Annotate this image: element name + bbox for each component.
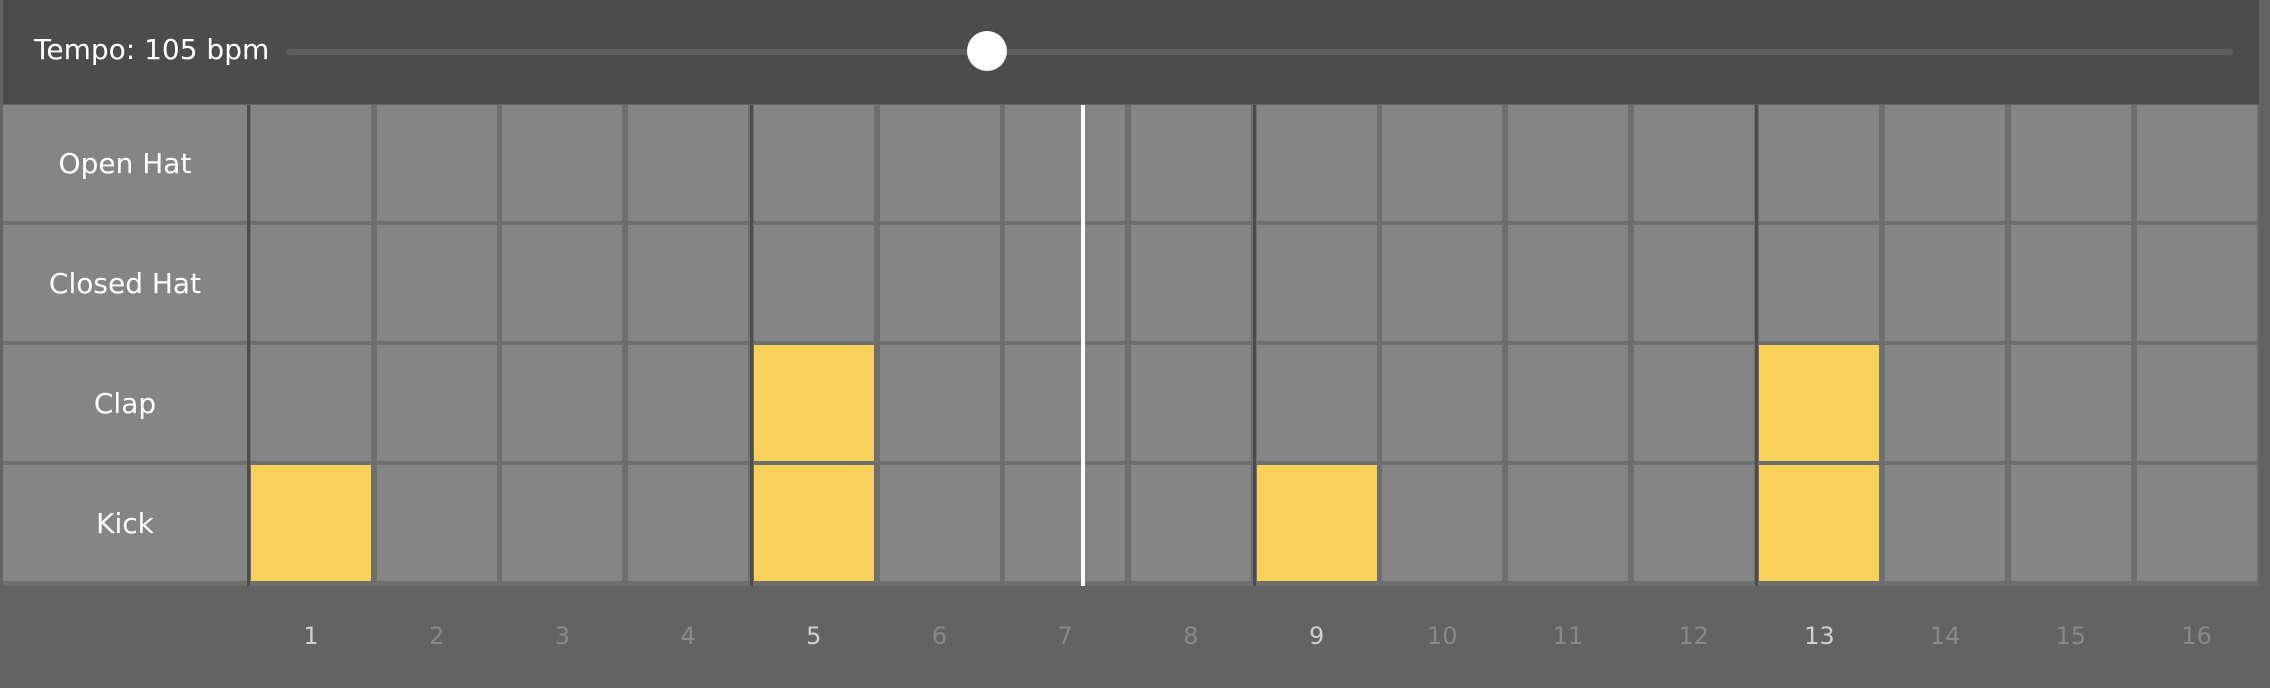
step-cell[interactable]: [1759, 345, 1880, 461]
step-cell[interactable]: [1256, 465, 1377, 581]
step-cell[interactable]: [753, 225, 874, 341]
step-cell[interactable]: [376, 105, 497, 221]
tempo-label: Tempo: 105 bpm: [34, 33, 270, 66]
step-cell[interactable]: [879, 345, 1000, 461]
step-cell[interactable]: [1508, 105, 1628, 221]
step-cell[interactable]: [376, 345, 497, 461]
step-cell[interactable]: [1382, 465, 1503, 581]
step-cell[interactable]: [502, 225, 623, 341]
step-cell[interactable]: [879, 225, 1000, 341]
track-label-kick: Kick: [3, 465, 247, 581]
step-cell[interactable]: [251, 105, 371, 221]
step-cell[interactable]: [1005, 345, 1126, 461]
step-number: 5: [806, 622, 822, 650]
step-cell[interactable]: [2010, 465, 2131, 581]
step-cell[interactable]: [628, 105, 749, 221]
step-cell[interactable]: [1130, 465, 1251, 581]
step-cell[interactable]: [1256, 105, 1377, 221]
step-cell[interactable]: [2136, 465, 2257, 581]
step-cell[interactable]: [753, 345, 874, 461]
step-cell[interactable]: [251, 465, 371, 581]
step-cell[interactable]: [251, 345, 371, 461]
step-number: 7: [1057, 622, 1073, 650]
step-cell[interactable]: [753, 465, 874, 581]
step-cell[interactable]: [2136, 345, 2257, 461]
sequencer-grid: Open Hat Closed Hat Clap Kick: [3, 105, 2259, 586]
step-number: 1: [303, 622, 319, 650]
step-cell[interactable]: [879, 105, 1000, 221]
tempo-bar: Tempo: 105 bpm: [3, 0, 2259, 104]
tempo-slider-knob[interactable]: [966, 31, 1007, 71]
step-cell[interactable]: [1005, 105, 1126, 221]
step-number: 9: [1308, 622, 1325, 650]
step-cell[interactable]: [2010, 105, 2131, 221]
bar-divider: [749, 105, 753, 586]
step-cell[interactable]: [502, 105, 623, 221]
bar-divider: [1755, 105, 1759, 586]
step-number: 13: [1804, 622, 1835, 650]
step-cell[interactable]: [1885, 225, 2006, 341]
step-cell[interactable]: [376, 225, 497, 341]
step-number: 11: [1552, 622, 1584, 650]
step-cell[interactable]: [1256, 225, 1377, 341]
step-cell[interactable]: [2010, 225, 2131, 341]
track-label-clap: Clap: [3, 345, 247, 461]
step-number: 10: [1427, 622, 1458, 650]
step-cell[interactable]: [1633, 225, 1754, 341]
step-cell[interactable]: [1256, 345, 1377, 461]
step-number: 4: [680, 622, 696, 650]
step-cell[interactable]: [1633, 345, 1754, 461]
step-cell[interactable]: [1885, 345, 2006, 461]
step-cell[interactable]: [1759, 225, 1880, 341]
bar-divider: [247, 105, 250, 586]
tempo-slider-track[interactable]: [286, 49, 2233, 55]
step-number: 6: [931, 622, 948, 650]
step-number: 15: [2055, 622, 2087, 650]
step-number: 3: [554, 622, 571, 650]
step-cell[interactable]: [1382, 345, 1503, 461]
step-cell[interactable]: [1130, 105, 1251, 221]
step-cell[interactable]: [1885, 105, 2006, 221]
step-number: 8: [1183, 622, 1199, 650]
step-cell[interactable]: [502, 345, 623, 461]
step-cell[interactable]: [1382, 225, 1503, 341]
step-cell[interactable]: [1759, 465, 1880, 581]
step-cell[interactable]: [1633, 465, 1754, 581]
step-cell[interactable]: [628, 465, 749, 581]
step-cell[interactable]: [1759, 105, 1880, 221]
step-cell[interactable]: [1633, 105, 1754, 221]
step-cell[interactable]: [502, 465, 623, 581]
playhead: [1080, 105, 1085, 586]
step-cell[interactable]: [879, 465, 1000, 581]
step-cell[interactable]: [1130, 345, 1251, 461]
step-cell[interactable]: [2010, 345, 2131, 461]
step-cell[interactable]: [1508, 345, 1628, 461]
step-number: 2: [429, 622, 445, 650]
step-cell[interactable]: [1508, 225, 1628, 341]
step-cell[interactable]: [251, 225, 371, 341]
step-cell[interactable]: [1005, 225, 1126, 341]
bar-divider: [1252, 105, 1256, 586]
track-label-open-hat: Open Hat: [3, 105, 247, 221]
step-number: 16: [2181, 622, 2212, 650]
step-cell[interactable]: [2136, 225, 2257, 341]
step-cell[interactable]: [1382, 105, 1503, 221]
step-number: 14: [1929, 622, 1961, 650]
step-cell[interactable]: [628, 345, 749, 461]
step-cell[interactable]: [1130, 225, 1251, 341]
step-cell[interactable]: [1508, 465, 1628, 581]
step-cell[interactable]: [1885, 465, 2006, 581]
step-number: 12: [1678, 622, 1709, 650]
step-cell[interactable]: [628, 225, 749, 341]
step-cell[interactable]: [2136, 105, 2257, 221]
track-label-closed-hat: Closed Hat: [3, 225, 247, 341]
step-cell[interactable]: [376, 465, 497, 581]
step-cell[interactable]: [753, 105, 874, 221]
step-cell[interactable]: [1005, 465, 1126, 581]
